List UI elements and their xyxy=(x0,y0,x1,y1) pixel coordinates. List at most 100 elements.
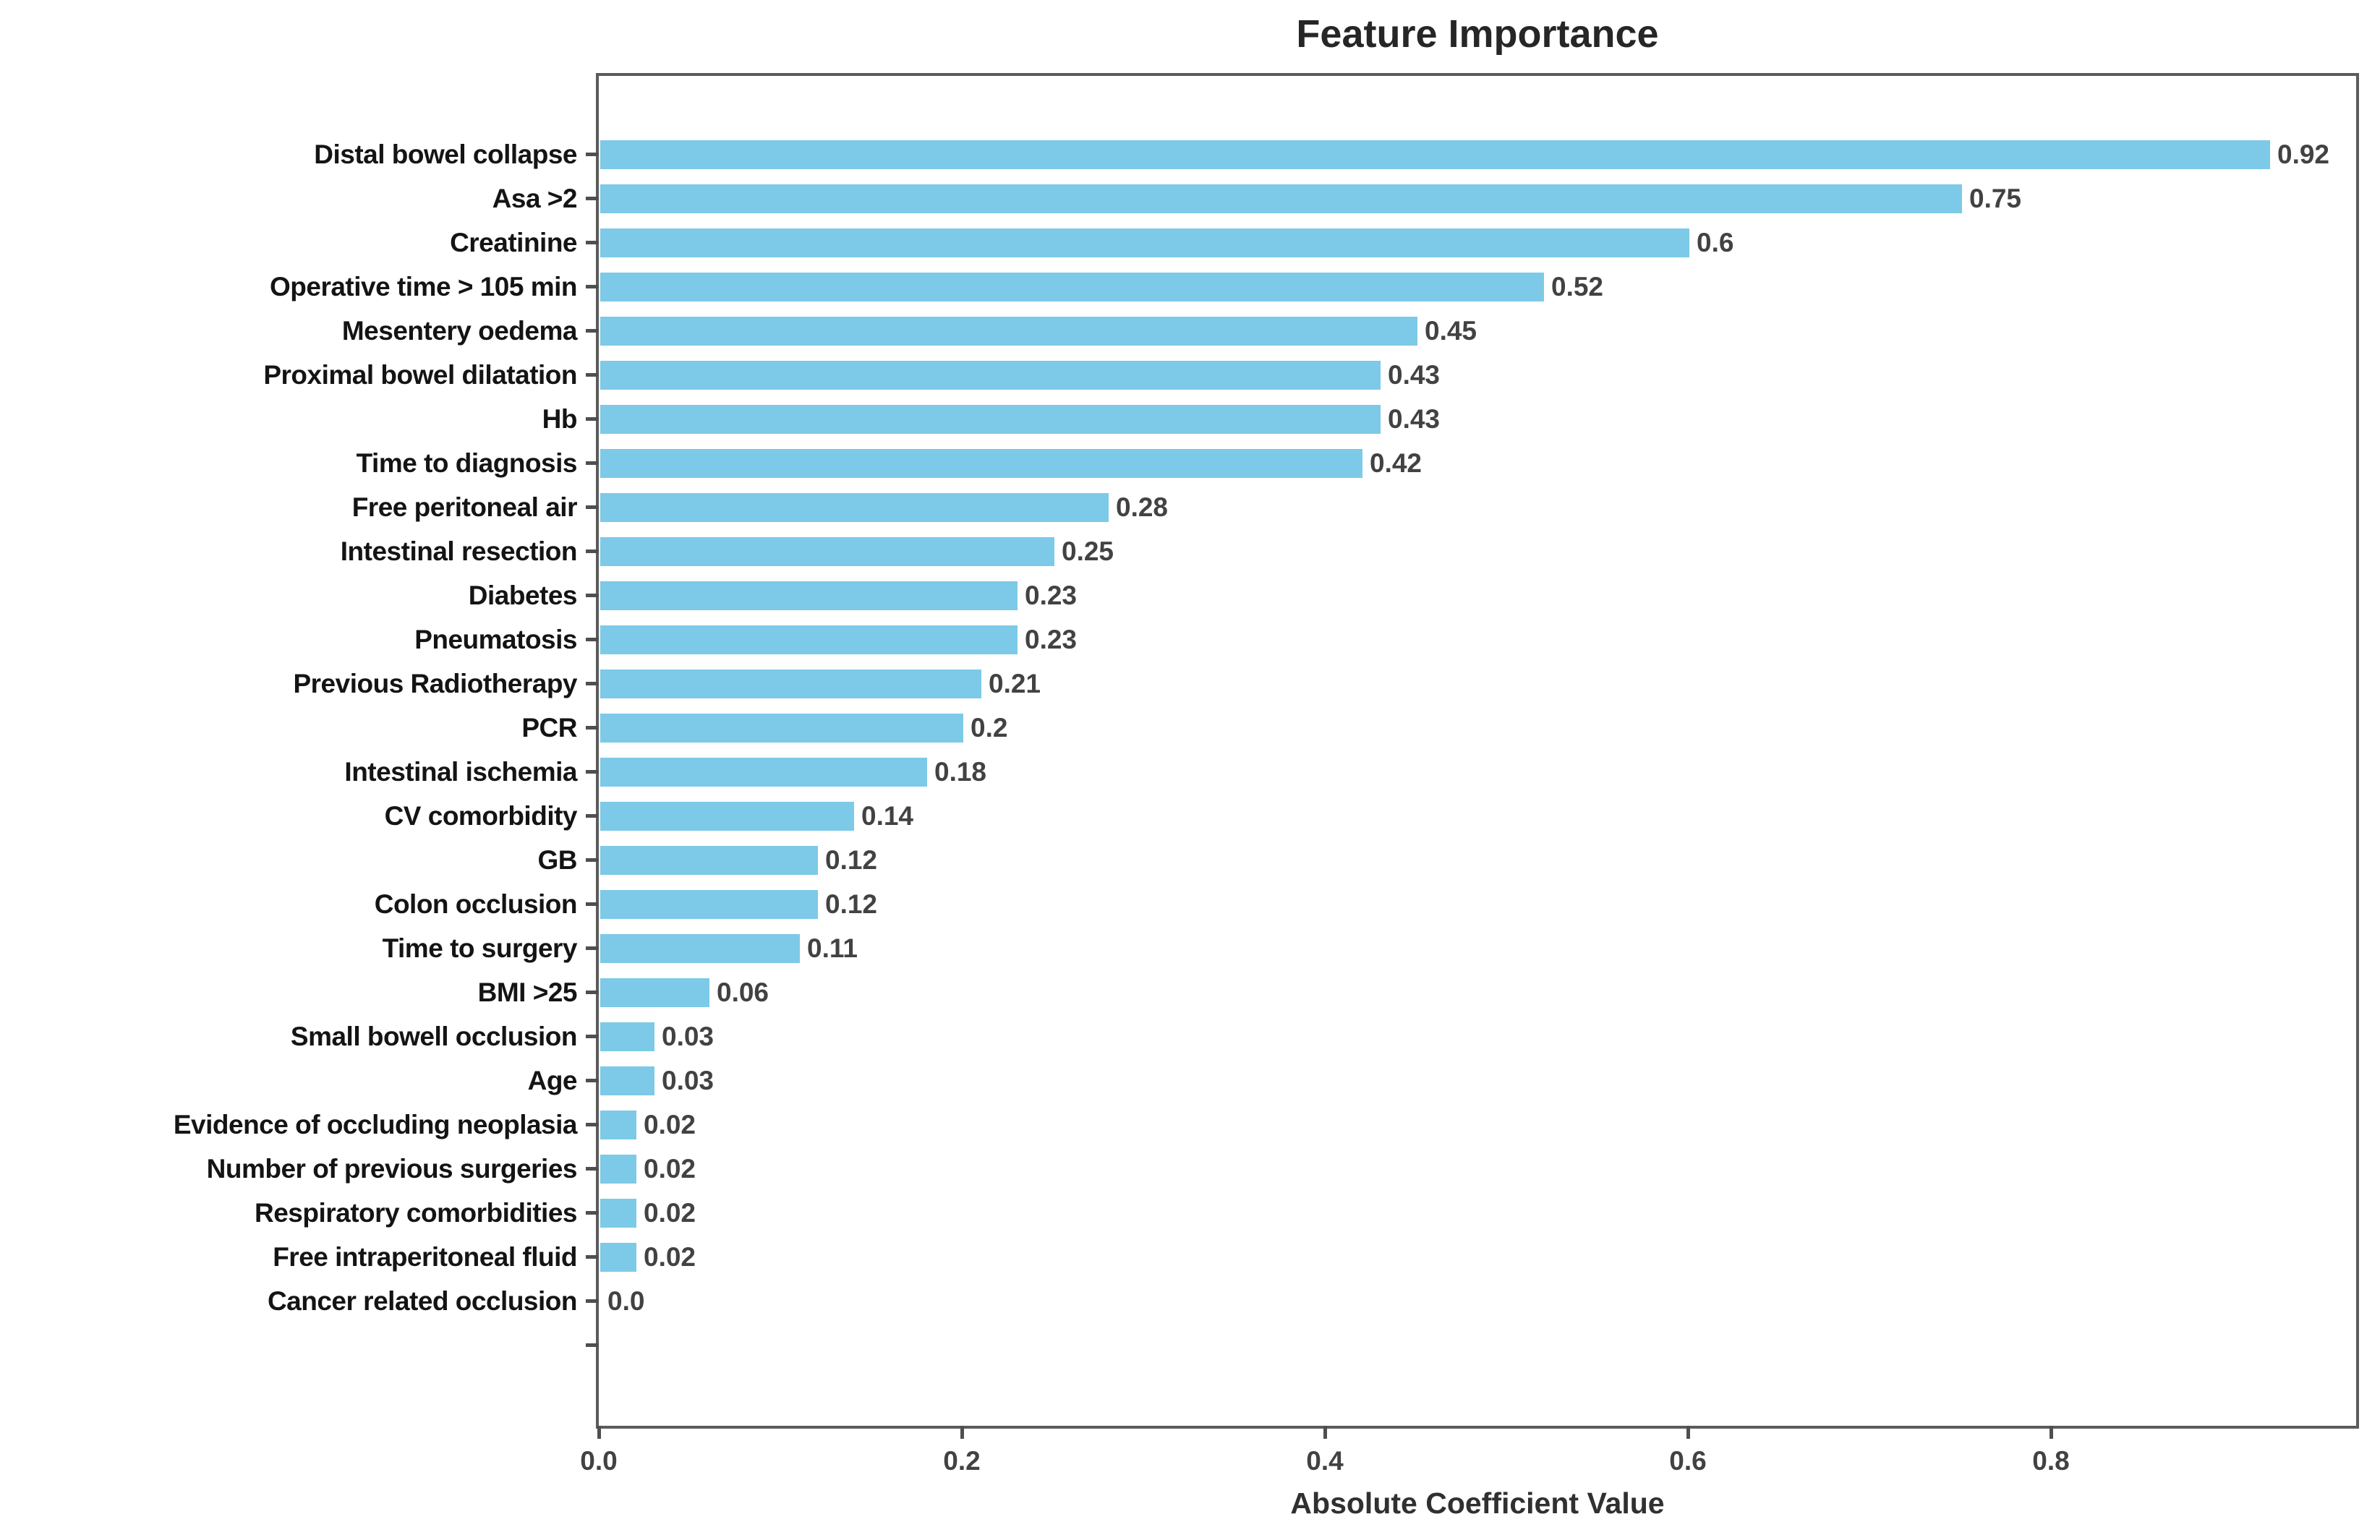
bar xyxy=(600,228,1689,257)
bar-value-label: 0.03 xyxy=(662,1021,715,1051)
bar-value-label: 0.18 xyxy=(934,756,987,787)
y-tick xyxy=(586,1123,599,1126)
y-tick xyxy=(586,682,599,685)
bar xyxy=(600,1242,636,1272)
bar xyxy=(600,889,818,919)
category-label: Intestinal ischemia xyxy=(344,756,577,787)
y-tick xyxy=(586,1079,599,1082)
bar xyxy=(600,978,709,1007)
category-label: Free peritoneal air xyxy=(351,492,578,522)
bar xyxy=(600,448,1362,478)
bar xyxy=(600,625,1018,654)
category-label: Creatinine xyxy=(450,227,577,257)
chart-title: Feature Importance xyxy=(1296,12,1659,56)
y-tick xyxy=(586,153,599,156)
bar xyxy=(600,404,1381,434)
category-label: Previous Radiotherapy xyxy=(293,668,577,698)
category-label: Asa >2 xyxy=(492,183,578,213)
bar xyxy=(600,757,927,787)
bar-value-label: 0.02 xyxy=(644,1109,696,1139)
bar xyxy=(600,140,2270,169)
bar xyxy=(600,272,1544,301)
category-label: Colon occlusion xyxy=(374,889,578,919)
bar-value-label: 0.12 xyxy=(825,889,878,919)
x-tick xyxy=(1323,1426,1327,1439)
y-tick xyxy=(586,1035,599,1038)
category-label: Evidence of occluding neoplasia xyxy=(173,1109,578,1139)
y-tick xyxy=(586,285,599,288)
category-label: Time to surgery xyxy=(382,933,578,963)
x-tick-label: 0.6 xyxy=(1669,1446,1707,1476)
category-label: PCR xyxy=(521,712,577,743)
bar-value-label: 0.25 xyxy=(1062,536,1114,566)
bar xyxy=(600,1198,636,1228)
category-label: Small bowell occlusion xyxy=(290,1021,578,1051)
bar-value-label: 0.06 xyxy=(717,977,769,1007)
bar xyxy=(600,1110,636,1139)
bar xyxy=(600,933,800,963)
bar xyxy=(600,1154,636,1184)
bar xyxy=(600,845,818,875)
category-label: Number of previous surgeries xyxy=(206,1153,578,1184)
y-tick xyxy=(586,946,599,950)
y-tick xyxy=(586,373,599,377)
y-tick xyxy=(586,1211,599,1215)
category-label: Hb xyxy=(542,403,578,434)
y-tick xyxy=(586,991,599,994)
bar-value-label: 0.52 xyxy=(1551,271,1604,301)
y-tick xyxy=(586,1167,599,1171)
bar xyxy=(600,669,981,698)
y-tick xyxy=(586,197,599,200)
y-tick xyxy=(586,726,599,730)
bar xyxy=(600,581,1018,610)
bar-value-label: 0.92 xyxy=(2277,139,2330,169)
category-label: CV comorbidity xyxy=(384,800,578,831)
y-tick xyxy=(586,329,599,333)
bar-value-label: 0.28 xyxy=(1116,492,1169,522)
bar xyxy=(600,184,1962,213)
bar-value-label: 0.21 xyxy=(989,668,1041,698)
bar-value-label: 0.23 xyxy=(1025,624,1078,654)
bar xyxy=(600,1022,654,1051)
x-tick xyxy=(2049,1426,2053,1439)
category-label: Pneumatosis xyxy=(414,624,577,654)
bar-value-label: 0.12 xyxy=(825,844,878,875)
category-label: Operative time > 105 min xyxy=(269,271,578,301)
y-tick xyxy=(586,902,599,906)
bar xyxy=(600,1066,654,1095)
y-tick xyxy=(586,241,599,244)
bar-value-label: 0.2 xyxy=(971,712,1008,743)
category-label: Mesentery oedema xyxy=(341,315,578,346)
bar-value-label: 0.42 xyxy=(1370,448,1423,478)
y-tick xyxy=(586,770,599,774)
bar-value-label: 0.45 xyxy=(1425,315,1477,346)
bar-value-label: 0.11 xyxy=(807,933,858,963)
category-label: Intestinal resection xyxy=(340,536,578,566)
category-label: Cancer related occlusion xyxy=(267,1286,578,1316)
bar-value-label: 0.02 xyxy=(644,1197,696,1228)
y-tick xyxy=(586,1299,599,1303)
x-tick xyxy=(1686,1426,1690,1439)
y-tick xyxy=(586,461,599,465)
y-tick xyxy=(586,638,599,641)
category-label: GB xyxy=(537,844,578,875)
bar xyxy=(600,316,1417,346)
x-tick-label: 0.0 xyxy=(580,1446,618,1476)
bar-value-label: 0.14 xyxy=(861,800,914,831)
category-label: Free intraperitoneal fluid xyxy=(273,1241,577,1272)
bar-value-label: 0.0 xyxy=(607,1286,645,1316)
bar-value-label: 0.43 xyxy=(1388,359,1441,390)
y-tick xyxy=(586,594,599,597)
y-tick xyxy=(586,505,599,509)
x-tick xyxy=(597,1426,601,1439)
category-label: Proximal bowel dilatation xyxy=(263,359,577,390)
category-label: Age xyxy=(527,1065,578,1095)
bar-value-label: 0.02 xyxy=(644,1241,696,1272)
bar-value-label: 0.6 xyxy=(1697,227,1734,257)
bar-value-label: 0.02 xyxy=(644,1153,696,1184)
y-tick xyxy=(586,549,599,553)
bar xyxy=(600,492,1109,522)
x-tick xyxy=(960,1426,964,1439)
x-tick-label: 0.2 xyxy=(943,1446,981,1476)
x-tick-label: 0.8 xyxy=(2032,1446,2070,1476)
